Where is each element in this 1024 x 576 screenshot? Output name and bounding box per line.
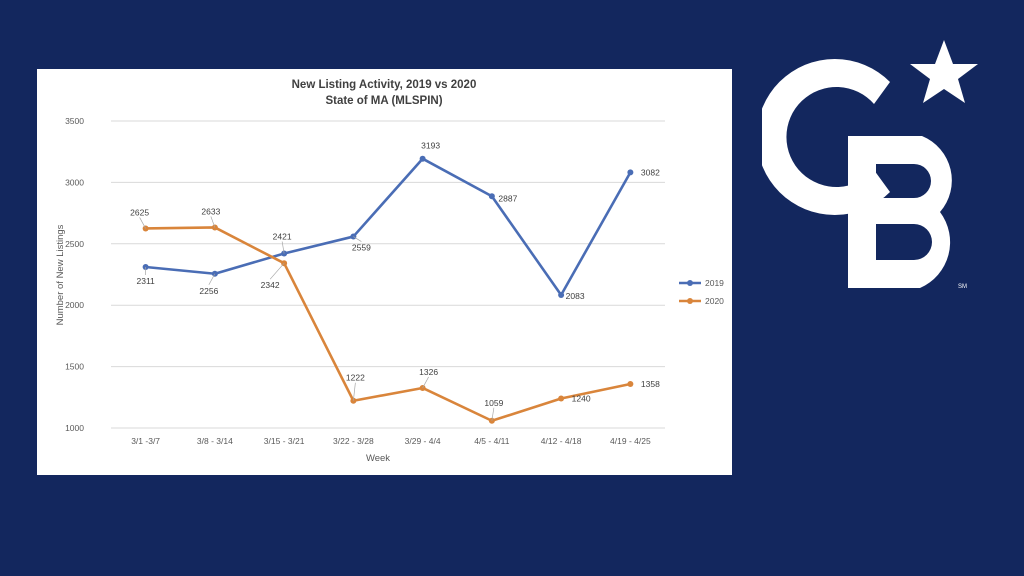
data-label: 1240: [572, 394, 591, 404]
x-tick-label: 3/29 - 4/4: [405, 436, 441, 446]
label-leader-line: [210, 216, 216, 228]
data-label: 2625: [130, 207, 149, 217]
x-tick-label: 4/12 - 4/18: [541, 436, 582, 446]
y-tick-label: 2500: [65, 239, 84, 249]
data-point-2019: [281, 250, 288, 257]
data-point-2019: [558, 292, 565, 299]
legend-label-2020: 2020: [705, 296, 724, 306]
y-tick-label: 2000: [65, 300, 84, 310]
label-leader-line: [353, 236, 362, 242]
data-point-2019: [488, 193, 495, 200]
legend-label-2019: 2019: [705, 278, 724, 288]
data-label: 2083: [566, 291, 585, 301]
star-icon: [910, 40, 978, 103]
series-lines: [142, 155, 634, 424]
label-leader-line: [281, 241, 285, 254]
data-label: 2559: [352, 243, 371, 253]
legend: 2019 2020: [679, 278, 724, 306]
letter-c-shape: [762, 59, 890, 215]
x-tick-label: 4/19 - 4/25: [610, 436, 651, 446]
x-axis-title: Week: [366, 453, 390, 464]
y-tick-label: 3500: [65, 116, 84, 126]
label-leader-line: [208, 273, 216, 285]
x-tick-label: 4/5 - 4/11: [474, 436, 510, 446]
y-tick-label: 3000: [65, 177, 84, 187]
data-point-2020: [558, 395, 565, 402]
x-tick-label: 3/8 - 3/14: [197, 436, 233, 446]
data-labels: 2311 2256 2421 2559 3193 2887 2083 3082 2625 2633…: [130, 141, 660, 421]
y-axis-title: Number of New Listings: [55, 224, 66, 325]
y-tick-label: 1000: [65, 423, 84, 433]
data-label: 3193: [421, 141, 440, 151]
legend-marker-2020: [687, 298, 693, 304]
legend-marker-2019: [687, 280, 693, 286]
coldwell-banker-logo: SM: [762, 40, 978, 290]
data-label: 2421: [273, 232, 292, 242]
data-label: 1358: [641, 379, 660, 389]
label-leader-line: [269, 262, 285, 280]
service-mark: SM: [958, 284, 967, 290]
data-point-2019: [419, 155, 426, 162]
x-tick-label: 3/15 - 3/21: [264, 436, 305, 446]
chart-subtitle: State of MA (MLSPIN): [325, 95, 442, 107]
x-axis-ticks: 3/1 -3/7 3/8 - 3/14 3/15 - 3/21 3/22 - 3/28…: [131, 436, 651, 446]
data-label: 2342: [261, 280, 280, 290]
data-label: 1326: [419, 367, 438, 377]
data-label: 2311: [136, 276, 155, 286]
label-leader-line: [353, 382, 356, 401]
label-leader-line: [491, 407, 495, 421]
data-label: 2887: [498, 193, 517, 203]
data-label: 1059: [484, 398, 503, 408]
series-line-2019: [145, 157, 632, 297]
data-label: 1222: [346, 373, 365, 383]
data-point-2019: [211, 270, 218, 277]
series-line-2020: [145, 226, 631, 423]
label-leader-line: [422, 376, 429, 389]
x-tick-label: 3/22 - 3/28: [333, 436, 374, 446]
y-tick-label: 1500: [65, 362, 84, 372]
y-axis-ticks: 1000 1500 2000 2500 3000 3500: [65, 116, 84, 433]
chart-title: New Listing Activity, 2019 vs 2020: [292, 79, 477, 91]
letter-b-shape: [848, 136, 952, 288]
data-label: 3082: [641, 167, 660, 177]
data-point-2019: [627, 169, 634, 176]
data-label: 2633: [201, 206, 220, 216]
gridlines: [111, 120, 665, 429]
data-point-2020: [627, 381, 634, 388]
line-chart: New Listing Activity, 2019 vs 2020 State…: [55, 79, 724, 464]
data-label: 2256: [199, 286, 218, 296]
x-tick-label: 3/1 -3/7: [131, 436, 160, 446]
chart-panel: New Listing Activity, 2019 vs 2020 State…: [37, 69, 732, 475]
label-leader-line: [139, 217, 146, 229]
